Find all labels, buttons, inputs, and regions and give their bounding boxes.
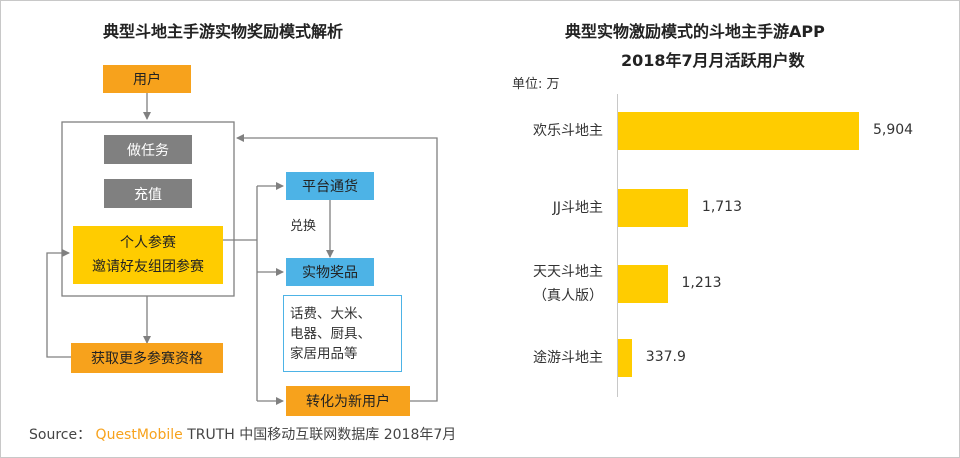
category-label-line: 欢乐斗地主 bbox=[533, 123, 603, 139]
bar-value-label: 5,904 bbox=[873, 122, 914, 138]
category-label: 天天斗地主 （真人版） bbox=[533, 260, 603, 308]
prize-example-line: 话费、大米、 bbox=[290, 305, 371, 322]
category-label: 途游斗地主 bbox=[533, 346, 603, 370]
bar bbox=[618, 339, 632, 377]
bar bbox=[618, 265, 668, 303]
actions-frame bbox=[61, 121, 235, 297]
category-label-line: （真人版） bbox=[533, 288, 603, 304]
compete-team: 邀请好友组团参赛 bbox=[92, 259, 204, 275]
recharge-box: 充值 bbox=[104, 179, 192, 208]
category-label: 欢乐斗地主 bbox=[533, 119, 603, 143]
prize-example-line: 家居用品等 bbox=[290, 345, 358, 362]
source-brand: QuestMobile bbox=[95, 427, 183, 443]
compete-box: 个人参赛 邀请好友组团参赛 bbox=[73, 226, 223, 284]
source-rest: TRUTH 中国移动互联网数据库 2018年7月 bbox=[187, 427, 457, 443]
arrow-new-user-loop bbox=[236, 134, 438, 402]
prize-examples-box: 话费、大米、 电器、厨具、 家居用品等 bbox=[283, 295, 402, 372]
compete-individual: 个人参赛 bbox=[120, 235, 176, 251]
chart-title-line2: 2018年7月月活跃用户数 bbox=[621, 51, 805, 70]
bar bbox=[618, 112, 859, 150]
category-label: JJ斗地主 bbox=[553, 196, 603, 220]
chart-title-line1: 典型实物激励模式的斗地主手游APP bbox=[565, 22, 825, 41]
bar-value-label: 337.9 bbox=[645, 349, 686, 365]
physical-prize-box: 实物奖品 bbox=[286, 258, 374, 286]
task-box: 做任务 bbox=[104, 135, 192, 164]
new-user-box: 转化为新用户 bbox=[286, 386, 410, 416]
exchange-label: 兑换 bbox=[290, 219, 317, 234]
user-box: 用户 bbox=[103, 65, 191, 93]
bar-value-label: 1,213 bbox=[681, 275, 722, 291]
arrow-loop-back bbox=[46, 249, 71, 358]
prize-example-line: 电器、厨具、 bbox=[290, 325, 371, 342]
platform-currency-box: 平台通货 bbox=[286, 172, 374, 200]
chart-unit: 单位: 万 bbox=[512, 77, 560, 92]
category-label-line: 途游斗地主 bbox=[533, 350, 603, 366]
bar-value-label: 1,713 bbox=[701, 199, 743, 215]
category-label-line: 天天斗地主 bbox=[533, 264, 603, 280]
chart-axis-line bbox=[617, 94, 618, 397]
bar bbox=[618, 189, 688, 227]
more-qualification-box: 获取更多参赛资格 bbox=[71, 343, 223, 373]
source-line: Source： QuestMobile TRUTH 中国移动互联网数据库 201… bbox=[29, 424, 456, 444]
category-label-line: JJ斗地主 bbox=[552, 200, 603, 216]
source-prefix: Source： bbox=[29, 427, 92, 443]
diagram-title: 典型斗地主手游实物奖励模式解析 bbox=[103, 22, 344, 41]
